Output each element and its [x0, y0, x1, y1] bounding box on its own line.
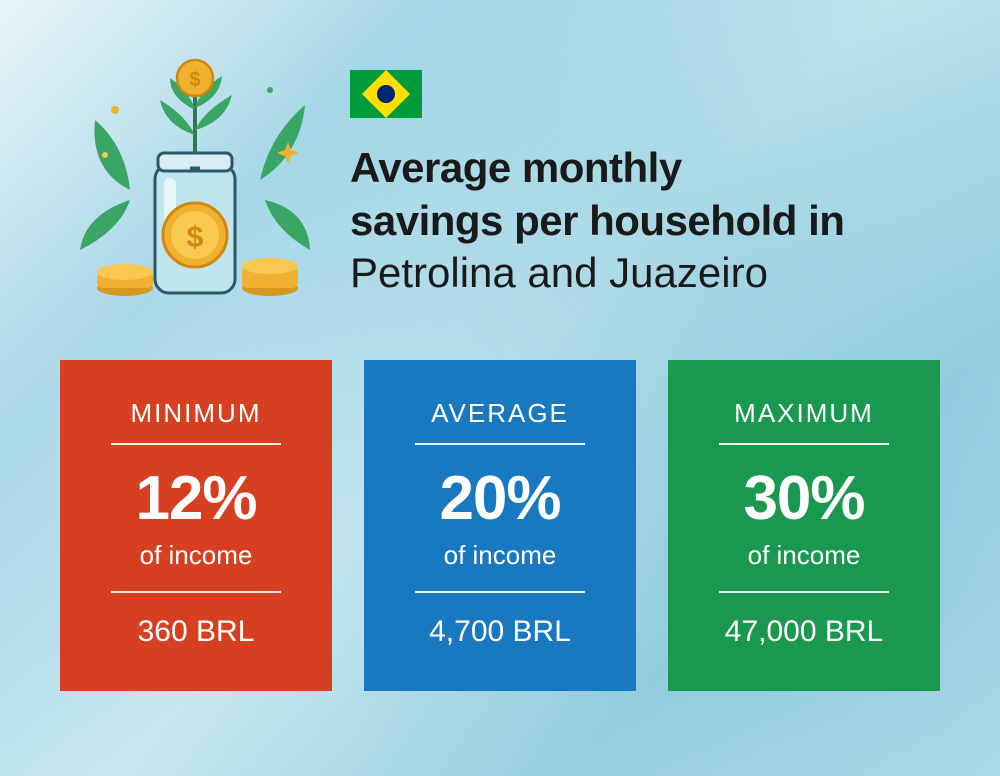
card-label: AVERAGE	[431, 398, 569, 429]
title-line-1: Average monthly	[350, 142, 940, 195]
card-amount: 4,700 BRL	[429, 615, 571, 649]
card-average: AVERAGE 20% of income 4,700 BRL	[364, 360, 636, 691]
card-label: MAXIMUM	[734, 398, 874, 429]
card-divider	[719, 591, 889, 593]
title-line-2: savings per household in	[350, 195, 940, 248]
card-percent: 12%	[135, 463, 256, 534]
svg-text:$: $	[189, 69, 200, 91]
title-line-3: Petrolina and Juazeiro	[350, 247, 940, 300]
card-label: MINIMUM	[131, 398, 262, 429]
savings-jar-illustration: $ $	[70, 50, 320, 310]
stat-cards-row: MINIMUM 12% of income 360 BRL AVERAGE 20…	[0, 340, 1000, 741]
card-divider	[111, 591, 281, 593]
card-percent: 30%	[743, 463, 864, 534]
card-sublabel: of income	[748, 540, 861, 571]
card-divider	[111, 443, 281, 445]
card-divider	[415, 591, 585, 593]
card-percent: 20%	[439, 463, 560, 534]
svg-text:$: $	[187, 221, 204, 254]
header: $ $ Average monthly savings per househol…	[0, 0, 1000, 340]
brazil-flag-icon	[350, 70, 422, 118]
card-sublabel: of income	[140, 540, 253, 571]
card-amount: 47,000 BRL	[725, 615, 883, 649]
card-divider	[719, 443, 889, 445]
card-minimum: MINIMUM 12% of income 360 BRL	[60, 360, 332, 691]
card-maximum: MAXIMUM 30% of income 47,000 BRL	[668, 360, 940, 691]
card-amount: 360 BRL	[138, 615, 255, 649]
card-sublabel: of income	[444, 540, 557, 571]
card-divider	[415, 443, 585, 445]
title-block: Average monthly savings per household in…	[350, 50, 940, 300]
